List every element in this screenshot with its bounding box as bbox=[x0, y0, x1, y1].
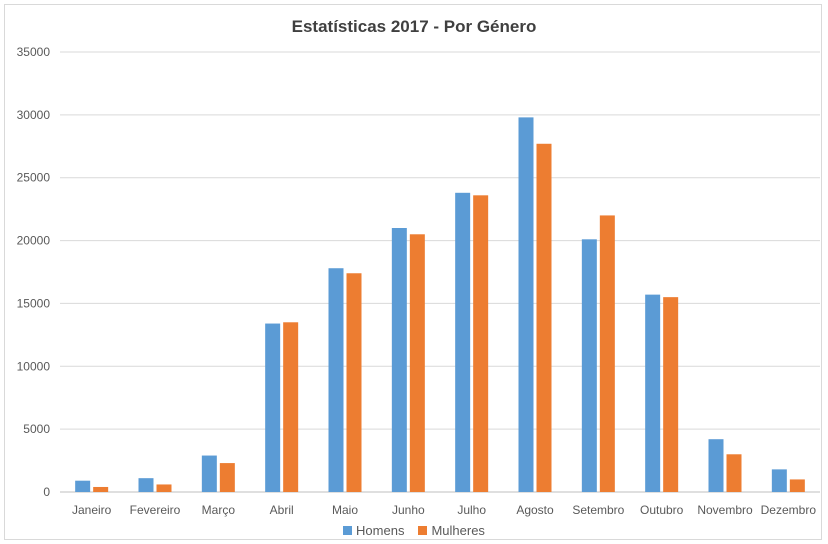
y-tick-label: 15000 bbox=[17, 296, 51, 310]
bar-mulheres-agosto bbox=[536, 143, 552, 492]
x-tick-label: Junho bbox=[392, 503, 425, 517]
bar-homens-junho bbox=[391, 228, 407, 492]
x-tick-label: Outubro bbox=[640, 503, 684, 517]
bar-mulheres-março bbox=[219, 463, 235, 492]
bar-homens-agosto bbox=[518, 117, 534, 492]
x-tick-label: Novembro bbox=[697, 503, 753, 517]
bar-homens-janeiro bbox=[75, 480, 91, 492]
y-tick-label: 0 bbox=[43, 485, 50, 499]
y-tick-label: 5000 bbox=[23, 422, 50, 436]
y-tick-label: 35000 bbox=[17, 45, 51, 59]
bar-homens-fevereiro bbox=[138, 478, 154, 492]
y-tick-label: 25000 bbox=[17, 171, 51, 185]
bar-homens-novembro bbox=[708, 439, 724, 492]
bar-mulheres-novembro bbox=[726, 454, 742, 492]
x-tick-label: Janeiro bbox=[72, 503, 112, 517]
bar-homens-março bbox=[201, 455, 217, 492]
bar-mulheres-janeiro bbox=[93, 486, 109, 492]
x-tick-label: Setembro bbox=[572, 503, 624, 517]
x-tick-label: Abril bbox=[270, 503, 294, 517]
x-tick-label: Fevereiro bbox=[130, 503, 181, 517]
bar-mulheres-julho bbox=[473, 195, 489, 493]
x-tick-label: Maio bbox=[332, 503, 358, 517]
x-tick-label: Agosto bbox=[516, 503, 554, 517]
y-tick-label: 10000 bbox=[17, 359, 51, 373]
bar-homens-maio bbox=[328, 268, 344, 492]
bar-mulheres-dezembro bbox=[789, 479, 805, 492]
bar-mulheres-abril bbox=[283, 322, 299, 492]
legend-swatch bbox=[418, 526, 428, 535]
legend-label: Homens bbox=[356, 523, 405, 538]
bar-homens-abril bbox=[265, 323, 281, 492]
bar-homens-setembro bbox=[581, 239, 597, 492]
bar-mulheres-outubro bbox=[663, 297, 679, 492]
chart-title: Estatísticas 2017 - Por Género bbox=[291, 17, 537, 36]
bar-homens-dezembro bbox=[771, 469, 787, 492]
legend-label: Mulheres bbox=[431, 523, 485, 538]
legend-item-mulheres: Mulheres bbox=[418, 523, 485, 538]
y-tick-label: 30000 bbox=[17, 108, 51, 122]
bar-mulheres-junho bbox=[409, 234, 425, 493]
bar-mulheres-fevereiro bbox=[156, 484, 172, 492]
bar-mulheres-setembro bbox=[599, 215, 615, 492]
x-tick-label: Março bbox=[202, 503, 236, 517]
legend-item-homens: Homens bbox=[343, 523, 404, 538]
chart-legend: Homens Mulheres bbox=[0, 523, 828, 538]
legend-swatch bbox=[343, 526, 353, 535]
y-tick-label: 20000 bbox=[17, 234, 51, 248]
bar-mulheres-maio bbox=[346, 273, 362, 492]
bar-homens-outubro bbox=[645, 294, 661, 492]
x-tick-label: Dezembro bbox=[761, 503, 817, 517]
x-tick-label: Julho bbox=[457, 503, 486, 517]
bar-homens-julho bbox=[455, 192, 471, 493]
